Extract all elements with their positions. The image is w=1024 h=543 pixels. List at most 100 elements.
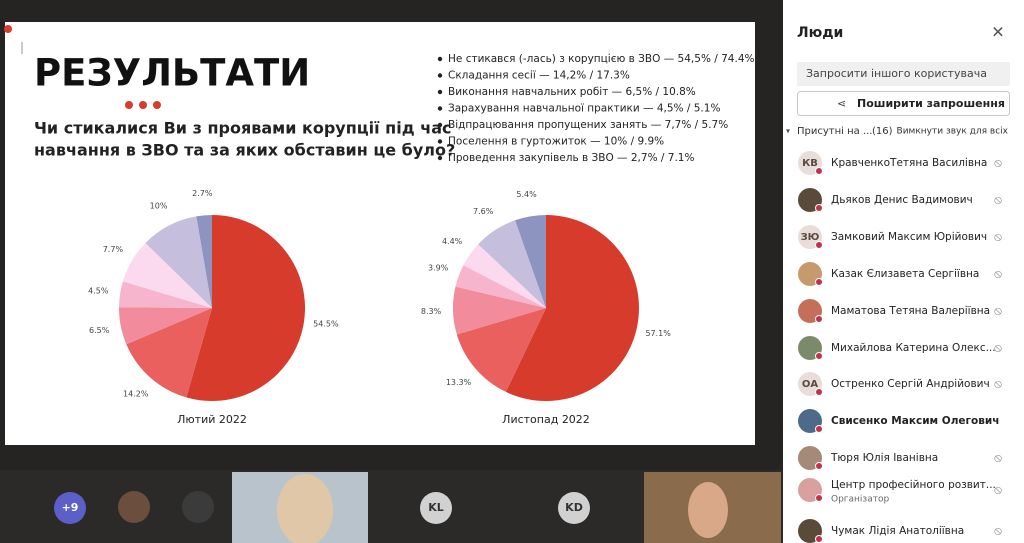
pie-slice [122, 243, 212, 308]
person-name[interactable]: Замковий Максим Юрійович [831, 231, 987, 243]
person-name[interactable]: Маматова Тетяна Валеріївна [831, 305, 990, 317]
status-dot [815, 241, 823, 249]
dot [153, 101, 161, 109]
slide [5, 22, 755, 445]
section-count: (16) [872, 126, 893, 137]
tile-avatar[interactable] [420, 492, 452, 524]
slice-label: 57.1% [645, 329, 671, 338]
bullet-dot [437, 155, 443, 161]
pie-caption: Листопад 2022 [502, 413, 590, 426]
slice-label: 4.5% [88, 286, 109, 295]
pie-slice [126, 308, 212, 398]
bullet: Зарахування навчальної практики — 4,5% /… [448, 103, 720, 115]
pie-slice [505, 215, 639, 401]
avatar-initials: КВ [802, 158, 818, 169]
mic-off[interactable]: ⦸ [994, 377, 1002, 391]
invite-input[interactable] [797, 62, 1010, 86]
share-button[interactable] [797, 91, 1010, 116]
pie-slice [186, 215, 306, 402]
tile-avatar[interactable] [558, 492, 590, 524]
video-person [277, 474, 333, 543]
panel-title: Люди [797, 25, 843, 41]
mic-off[interactable]: ⦸ [994, 483, 1002, 497]
bullet-dot [437, 139, 443, 144]
section-label[interactable]: Присутні на ... [797, 125, 872, 137]
bullet-dot [437, 122, 443, 128]
video-person [688, 482, 728, 538]
pie-slice [119, 281, 212, 308]
bullet-dot [437, 56, 443, 62]
slice-label: 6.5% [89, 326, 110, 335]
person-name[interactable]: КравченкоТетяна Василівна [831, 157, 987, 169]
person-name[interactable]: Тюря Юлія Іванівна [830, 452, 938, 464]
slice-label: 14.2% [123, 390, 149, 399]
status-dot [815, 388, 823, 396]
slice-label: 2.7% [192, 189, 213, 198]
status-dot [815, 535, 823, 543]
person-name[interactable]: Казак Єлизавета Сергіївна [831, 268, 979, 280]
mic-off[interactable]: ⦸ [994, 524, 1002, 538]
mic-off[interactable]: ⦸ [994, 156, 1002, 170]
person-name[interactable]: Центр професійного розвит... [831, 479, 996, 491]
slice-label: 5.4% [516, 190, 537, 199]
slice-label: 8.3% [421, 307, 442, 316]
person-name[interactable]: Михайлова Катерина Олекс... [831, 342, 996, 354]
slice-label: 54.5% [313, 320, 339, 329]
chevron[interactable]: ▾ [786, 127, 790, 136]
bullet-dot [437, 73, 443, 78]
mic-off[interactable]: ⦸ [994, 304, 1002, 318]
person-name[interactable]: Остренко Сергій Андрійович [831, 378, 990, 390]
slide-title: РЕЗУЛЬТАТИ [34, 52, 310, 95]
share-icon: ⋖ [837, 97, 846, 110]
status-dot [815, 204, 823, 212]
mic-off[interactable]: ⦸ [994, 193, 1002, 207]
bullet: Не стикався (-лась) з корупцією в ЗВО — … [448, 53, 755, 65]
mute-all[interactable]: Вимкнути звук для всіх [897, 127, 1009, 137]
slice-label: 7.6% [473, 207, 494, 216]
mic-off[interactable]: ⦸ [994, 451, 1002, 465]
slice-label: 4.4% [442, 237, 463, 246]
bullet-dot [437, 106, 443, 111]
status-dot [815, 315, 823, 323]
bullet: Складання сесії — 14,2% / 17.3% [448, 70, 630, 82]
avatar [182, 491, 214, 523]
people-panel [783, 0, 1024, 543]
question: Чи стикалися Ви з проявами корупції під … [34, 119, 451, 138]
person-name[interactable]: Дьяков Денис Вадимович [831, 194, 973, 206]
bullet: Відпрацювання пропущених занять — 7,7% /… [448, 119, 728, 131]
tile-avatar[interactable] [54, 492, 86, 524]
pie-caption: Лютий 2022 [177, 413, 247, 426]
status-dot [815, 278, 823, 286]
dot [139, 101, 147, 109]
pie-slice [196, 215, 212, 308]
tile-label: KL [428, 501, 444, 514]
dot [125, 101, 133, 109]
status-dot [815, 167, 823, 175]
person-name[interactable]: Чумак Лідія Анатоліївна [831, 525, 964, 537]
bullet: Виконання навчальних робіт — 6,5% / 10.8… [448, 86, 696, 98]
mic-off[interactable]: ⦸ [994, 230, 1002, 244]
person-name[interactable]: Свисенко Максим Олегович [831, 415, 999, 427]
status-dot [815, 494, 823, 502]
invite-placeholder: Запросити іншого користувача [806, 67, 987, 80]
mic-off[interactable]: ⦸ [994, 341, 1002, 355]
person-role: Організатор [831, 495, 889, 505]
pie-slice [456, 308, 546, 392]
status-dot [815, 462, 823, 470]
slice-label: 10% [150, 202, 168, 211]
slice-label: 7.7% [103, 245, 124, 254]
pie-slice [119, 307, 212, 345]
close-button[interactable]: ✕ [991, 23, 1004, 42]
tile-label: KD [565, 501, 583, 514]
mic-off[interactable]: ⦸ [994, 267, 1002, 281]
status-dot [815, 425, 823, 433]
avatar [118, 491, 150, 523]
share-label: Поширити запрошення [857, 97, 1005, 110]
bullet: Поселення в гуртожиток — 10% / 9.9% [448, 136, 664, 148]
question: навчання в ЗВО та за яких обставин це бу… [34, 141, 455, 160]
pie-slice [515, 215, 546, 308]
tile-label: +9 [62, 501, 79, 514]
pie-slice [478, 220, 546, 308]
